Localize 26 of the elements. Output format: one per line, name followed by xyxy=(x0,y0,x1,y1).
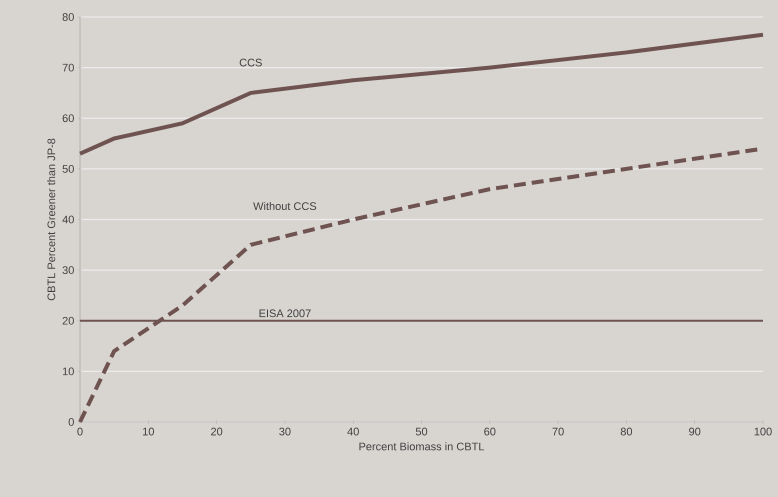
y-tick-label: 70 xyxy=(62,64,74,72)
y-tick-label: 10 xyxy=(62,367,74,376)
y-tick-label: 50 xyxy=(62,164,74,173)
x-tick-label: 80 xyxy=(620,428,632,436)
x-tick-label: 10 xyxy=(143,428,154,436)
y-tick-label: 0 xyxy=(68,418,74,426)
x-tick-label: 90 xyxy=(689,428,700,436)
y-tick-label: 80 xyxy=(62,13,74,21)
x-tick-label: 30 xyxy=(279,428,291,436)
x-tick-label: 40 xyxy=(347,428,359,436)
x-tick-label: 50 xyxy=(416,428,428,436)
text: CCS xyxy=(240,58,262,66)
y-tick-label: 30 xyxy=(62,266,74,274)
x-tick-label: 60 xyxy=(484,428,496,436)
x-tick-label: 0 xyxy=(77,428,83,436)
x-tick-label: 20 xyxy=(211,428,222,436)
line-series xyxy=(78,32,765,156)
y-tick-label: 40 xyxy=(62,216,74,224)
series-label: Without CCS xyxy=(253,202,316,210)
ref-line-label: EISA 2007 xyxy=(260,309,311,318)
y-axis-title: CBTL Percent Greener than JP-8 xyxy=(47,138,56,300)
x-tick-label: 100 xyxy=(754,428,772,436)
y-tick-label: 60 xyxy=(62,114,74,122)
y-tick-label: 20 xyxy=(62,316,74,325)
x-axis-title: Percent Biomass in CBTL xyxy=(359,442,484,450)
x-tick-label: 70 xyxy=(552,428,564,436)
